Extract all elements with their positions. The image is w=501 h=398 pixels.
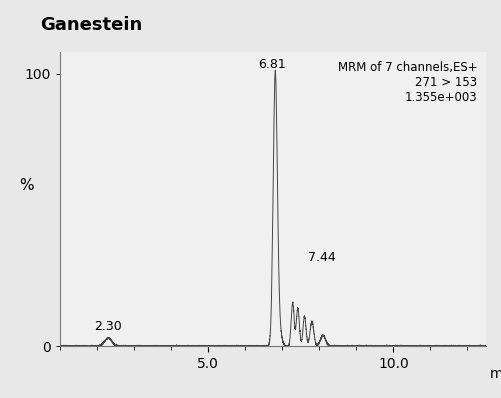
Text: 7.44: 7.44 <box>308 252 336 264</box>
Text: Ganestein: Ganestein <box>40 16 142 34</box>
Text: 6.81: 6.81 <box>259 58 286 71</box>
Text: min: min <box>490 367 501 381</box>
Text: 2.30: 2.30 <box>94 320 122 333</box>
Y-axis label: %: % <box>19 178 34 193</box>
Text: MRM of 7 channels,ES+
271 > 153
1.355e+003: MRM of 7 channels,ES+ 271 > 153 1.355e+0… <box>338 60 477 103</box>
